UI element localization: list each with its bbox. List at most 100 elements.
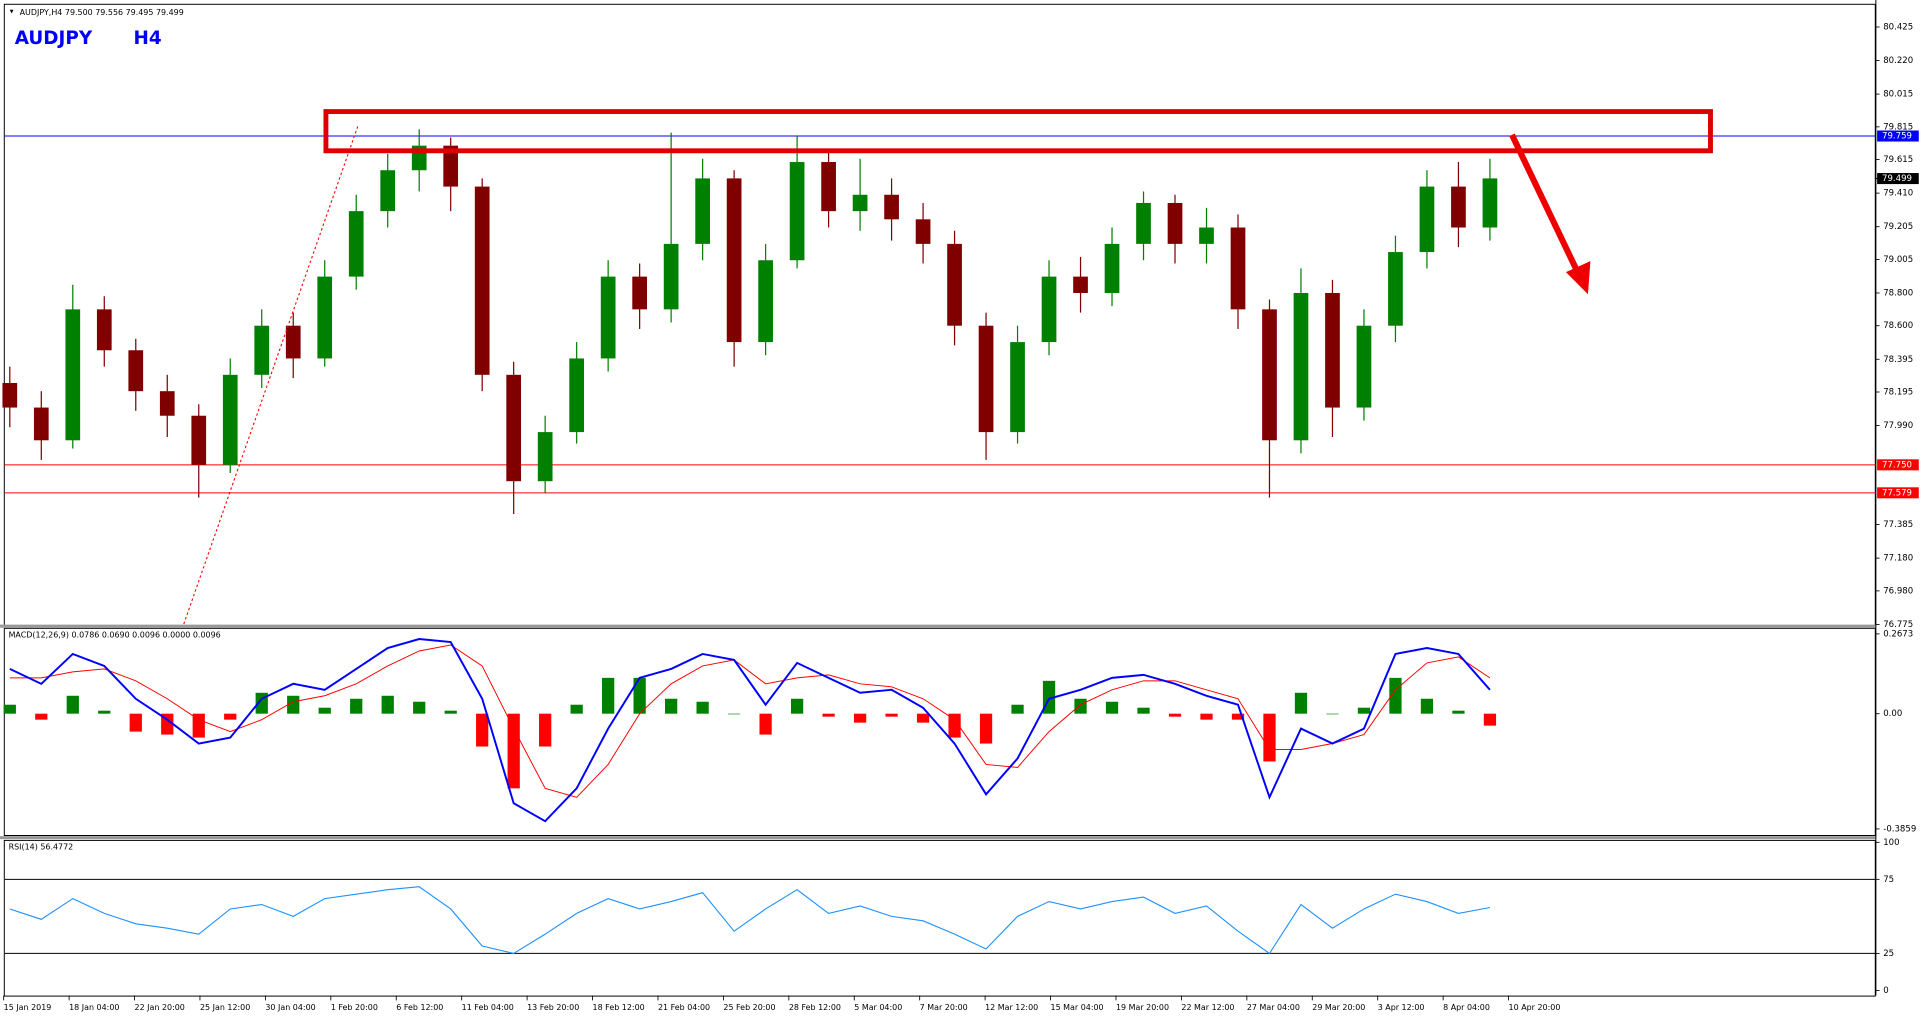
candle-body — [947, 243, 962, 326]
bid-label: 79.499 — [1882, 174, 1912, 184]
macd-line — [9, 638, 1491, 823]
histogram-bar — [822, 713, 835, 717]
y-tick-label: 78.395 — [1883, 355, 1913, 365]
y-tick-label: 79.615 — [1883, 155, 1913, 165]
y-tick-label: 76.775 — [1883, 620, 1913, 630]
x-tick-label: 19 Mar 20:00 — [1116, 1003, 1169, 1012]
header-icon — [9, 9, 14, 14]
candle-body — [2, 382, 18, 408]
candle-body — [632, 276, 647, 310]
histogram-bar — [1200, 713, 1213, 720]
histogram-bar — [539, 713, 552, 747]
candle-body — [1356, 325, 1372, 408]
histogram-bar — [948, 713, 961, 738]
rsi-panel — [3, 839, 1876, 997]
histogram-bar — [129, 713, 142, 732]
histogram-bar — [1326, 713, 1339, 715]
histogram-bar — [885, 713, 898, 717]
x-tick-label: 5 Mar 04:00 — [854, 1003, 902, 1012]
histogram-bar — [1168, 713, 1182, 717]
symbol-title: AUDJPY — [15, 28, 93, 49]
candle-body — [663, 243, 679, 310]
candle-body — [600, 276, 616, 359]
histogram-bar — [476, 713, 489, 747]
resistance-box — [323, 109, 1713, 154]
candle-body — [1167, 202, 1183, 244]
candle-body — [1041, 276, 1057, 343]
candle-body — [726, 178, 742, 343]
x-tick-label: 25 Jan 12:00 — [200, 1003, 250, 1012]
x-tick-label: 15 Mar 04:00 — [1051, 1003, 1104, 1012]
rsi-line — [9, 886, 1491, 955]
candle-body — [474, 186, 490, 375]
bid-box — [1877, 173, 1919, 185]
histogram-bar — [570, 704, 583, 714]
histogram-bar — [665, 698, 678, 714]
histogram-bar — [979, 713, 993, 744]
panel-separator — [0, 624, 1876, 628]
candle-body — [1136, 202, 1151, 244]
panel-separator — [0, 836, 1876, 840]
candle-body — [317, 276, 333, 359]
x-tick-label: 12 Mar 12:00 — [985, 1003, 1038, 1012]
histogram-bar — [413, 701, 426, 714]
x-tick-label: 13 Feb 20:00 — [527, 1003, 579, 1012]
y-tick-label: 78.195 — [1883, 387, 1913, 397]
candle-body — [191, 415, 207, 465]
x-tick-label: 11 Feb 04:00 — [462, 1003, 514, 1012]
y-tick-label: 77.990 — [1883, 421, 1913, 431]
candle-body — [1451, 186, 1466, 228]
x-tick-label: 29 Mar 20:00 — [1312, 1003, 1365, 1012]
level-label: 77.750 — [1882, 460, 1912, 470]
histogram-bar — [1357, 707, 1371, 714]
y-tick-label: 77.385 — [1883, 520, 1913, 530]
candle-body — [348, 211, 364, 277]
candle-body — [789, 162, 805, 261]
level-label: 79.759 — [1882, 132, 1912, 142]
candle-body — [821, 162, 836, 212]
x-tick-label: 6 Feb 12:00 — [396, 1003, 443, 1012]
candle-body — [978, 325, 994, 433]
candle-body — [1010, 342, 1025, 433]
candle-body — [33, 407, 49, 441]
histogram-bar — [696, 701, 709, 714]
histogram-bar — [1263, 713, 1276, 762]
y-tick-label: 79.005 — [1883, 255, 1913, 265]
x-tick-label: 18 Jan 04:00 — [69, 1003, 119, 1012]
x-tick-label: 3 Apr 12:00 — [1378, 1003, 1425, 1012]
x-tick-label: 22 Jan 20:00 — [135, 1003, 185, 1012]
histogram-bar — [1074, 698, 1087, 714]
histogram-bar — [790, 698, 804, 714]
x-tick-label: 21 Feb 04:00 — [658, 1003, 710, 1012]
histogram-bar — [318, 707, 331, 714]
y-tick-label: 0.00 — [1883, 709, 1902, 719]
histogram-bar — [1105, 701, 1119, 714]
x-tick-label: 25 Feb 20:00 — [723, 1003, 775, 1012]
histogram-bar — [350, 698, 363, 714]
x-tick-label: 22 Mar 12:00 — [1181, 1003, 1234, 1012]
candle-body — [1073, 276, 1088, 293]
x-tick-label: 1 Feb 20:00 — [331, 1003, 378, 1012]
y-tick-label: 80.220 — [1883, 56, 1913, 66]
candle-body — [1199, 227, 1214, 244]
candle-body — [569, 358, 585, 433]
y-tick-label: 79.410 — [1883, 189, 1913, 199]
histogram-bar — [1231, 713, 1245, 720]
histogram-bar — [1137, 707, 1150, 714]
candle-body — [1293, 292, 1309, 441]
candle-body — [695, 178, 710, 244]
y-tick-label: 76.980 — [1883, 586, 1913, 596]
level-box — [1877, 130, 1919, 142]
y-tick-label: 78.800 — [1883, 288, 1913, 298]
candle-body — [537, 432, 553, 482]
candle-body — [128, 350, 144, 392]
x-tick-label: 28 Feb 12:00 — [789, 1003, 841, 1012]
arrow-shaft — [1509, 133, 1583, 278]
x-tick-label: 30 Jan 04:00 — [265, 1003, 315, 1012]
histogram-bar — [161, 713, 174, 735]
timeframe-title: H4 — [134, 28, 162, 49]
candle-body — [1230, 227, 1246, 310]
y-tick-label: 0.2673 — [1883, 629, 1913, 639]
candle-body — [884, 194, 899, 220]
candle-body — [222, 374, 238, 465]
